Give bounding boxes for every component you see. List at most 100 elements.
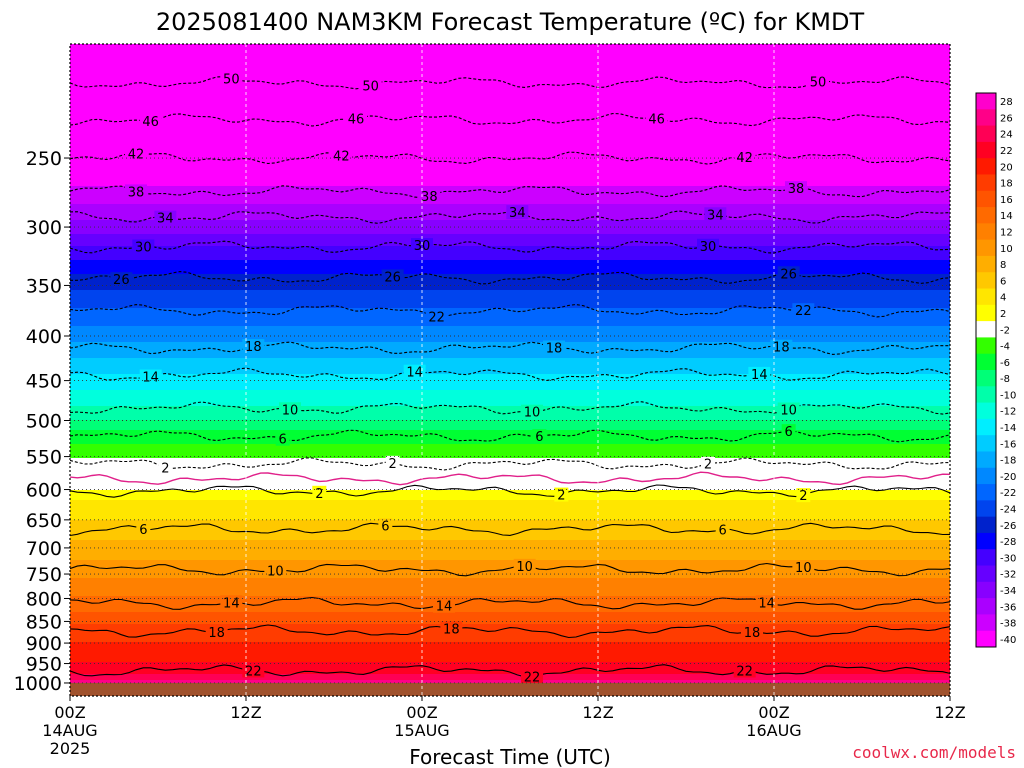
temperature-band (70, 464, 950, 467)
temperature-band (70, 578, 950, 581)
contour-label: 10 (795, 561, 812, 576)
temperature-band (70, 450, 950, 453)
temperature-band (70, 504, 950, 507)
temperature-band (70, 112, 950, 115)
colorbar-frame (975, 92, 997, 648)
colorbar-swatch (976, 630, 996, 648)
temperature-band (70, 586, 950, 589)
temperature-band (70, 386, 950, 389)
temperature-band (70, 516, 950, 519)
temperature-band (70, 446, 950, 449)
temperature-band (70, 622, 950, 625)
y-tick-label: 900 (26, 633, 62, 655)
temperature-band (70, 192, 950, 195)
contour-label-bg (785, 181, 807, 196)
temperature-band (70, 384, 950, 387)
temperature-band (70, 540, 950, 543)
colorbar-label: -10 (1000, 390, 1016, 401)
contour-label-bg (345, 111, 367, 126)
temperature-band (70, 572, 950, 575)
contour-label-bg (554, 487, 569, 502)
temperature-band (70, 486, 950, 489)
x-tick-label: 00Z (406, 703, 437, 722)
contour-label-bg (748, 366, 771, 381)
temperature-band (70, 116, 950, 119)
temperature-band (70, 358, 950, 361)
contour-label-bg (139, 113, 162, 128)
temperature-band (70, 458, 950, 461)
temperature-band (70, 402, 950, 405)
temperature-band (70, 668, 950, 671)
temperature-band (70, 232, 950, 235)
temperature-band (70, 256, 950, 259)
temperature-band (70, 430, 950, 433)
temperature-band (70, 70, 950, 73)
contour-label-bg (110, 272, 133, 287)
contour-label-bg (513, 558, 536, 573)
temperature-band (70, 52, 950, 55)
temperature-band (70, 178, 950, 181)
contour-label: 22 (736, 664, 753, 679)
temperature-band (70, 508, 950, 511)
colorbar-label: -8 (1000, 374, 1010, 385)
temperature-band (70, 390, 950, 393)
temperature-band (70, 512, 950, 515)
temperature-band (70, 170, 950, 173)
temperature-band (70, 546, 950, 549)
temperature-band (70, 528, 950, 531)
contour-label-bg (242, 663, 265, 678)
temperature-band (70, 594, 950, 597)
temperature-band (70, 86, 950, 89)
temperature-band (70, 66, 950, 69)
contour-label: 22 (524, 670, 541, 685)
contour-line (70, 151, 950, 165)
temperature-band (70, 196, 950, 199)
colorbar-swatch (976, 304, 996, 322)
contour-label: 14 (223, 596, 240, 611)
temperature-band (70, 296, 950, 299)
temperature-band (70, 650, 950, 653)
temperature-band (70, 240, 950, 243)
contour-label-bg (733, 150, 756, 165)
temperature-band (70, 466, 950, 469)
colorbar-label: -30 (1000, 553, 1016, 564)
colorbar-label: -32 (1000, 570, 1016, 581)
contour-label: 26 (384, 270, 401, 285)
colorbar-swatch (976, 467, 996, 485)
temperature-band (70, 554, 950, 557)
temperature-band (70, 306, 950, 309)
temperature-band (70, 436, 950, 439)
temperature-band (70, 78, 950, 81)
contour-label-bg (704, 207, 727, 222)
temperature-band (70, 136, 950, 139)
temperature-band (70, 654, 950, 657)
temperature-band (70, 164, 950, 167)
colorbar-label: -16 (1000, 439, 1016, 450)
temperature-band (70, 566, 950, 569)
contour-line (70, 76, 950, 90)
y-tick-label: 950 (26, 654, 62, 676)
temperature-band (70, 608, 950, 611)
contour-label-bg (425, 309, 448, 324)
temperature-band (70, 120, 950, 123)
temperature-band (70, 376, 950, 379)
colorbar-swatch (976, 109, 996, 127)
contour-label-bg (205, 624, 228, 639)
temperature-band (70, 394, 950, 397)
contour-label: 18 (443, 622, 460, 637)
temperature-band (70, 180, 950, 183)
temperature-band (70, 624, 950, 627)
temperature-band (70, 276, 950, 279)
temperature-band (70, 146, 950, 149)
temperature-band (70, 462, 950, 465)
temperature-band (70, 162, 950, 165)
colorbar-swatch (976, 500, 996, 518)
colorbar-label: 26 (1000, 113, 1013, 124)
contour-label-bg (697, 238, 719, 253)
y-tick-label: 700 (26, 538, 62, 560)
contour-label-bg (645, 111, 668, 126)
temperature-band (70, 268, 950, 271)
y-tick-label: 800 (26, 588, 62, 610)
colorbar-label: -4 (1000, 342, 1010, 353)
temperature-band (70, 674, 950, 677)
